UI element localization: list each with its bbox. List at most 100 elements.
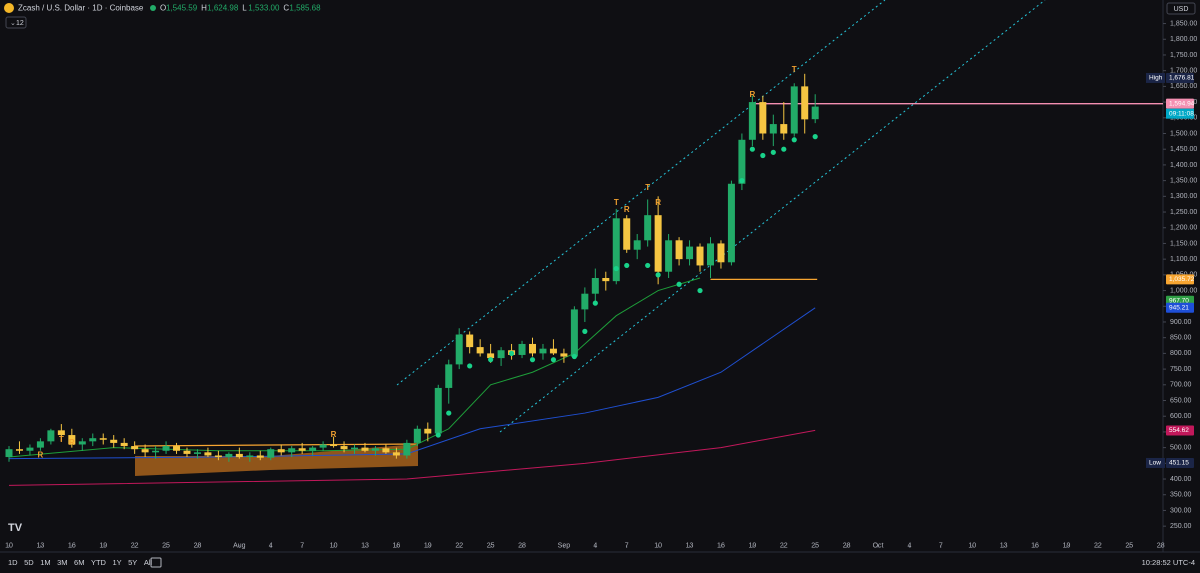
trend-dot [446, 410, 452, 416]
range-button[interactable]: YTD [91, 558, 107, 567]
candle-body [591, 277, 599, 294]
candle-body [225, 453, 233, 458]
y-tick-label: 1,100.00 [1170, 256, 1197, 263]
candle-body [644, 215, 652, 241]
axis-tag-box [1146, 72, 1165, 83]
range-button[interactable]: 5Y [128, 558, 137, 567]
candle-body [99, 438, 107, 440]
logo: TV [8, 522, 23, 534]
candle-body [68, 435, 76, 445]
y-tick-label: 400.00 [1170, 476, 1192, 483]
x-tick-label: 19 [1063, 542, 1071, 549]
y-tick-label: 300.00 [1170, 507, 1192, 514]
ohlc-value: 1,545.59 [166, 4, 198, 13]
status-dot [150, 5, 156, 11]
candle-body [424, 428, 432, 434]
y-tick-label: 1,000.00 [1170, 287, 1197, 294]
candle-body [309, 447, 317, 451]
x-tick-label: 25 [1125, 542, 1133, 549]
axis-label: 1,594.94 [1169, 100, 1195, 107]
candle-body [497, 350, 505, 359]
candle-body [319, 444, 327, 448]
axis-tag: High [1149, 75, 1163, 82]
x-tick-label: 13 [37, 542, 45, 549]
candle-body [748, 102, 756, 140]
countdown: 09:11:08 [1169, 110, 1194, 117]
ohlc-key: H [201, 4, 207, 13]
candle-body [790, 86, 798, 134]
candle-body [120, 442, 128, 447]
x-tick-label: 25 [487, 542, 495, 549]
axis-label: 967.70 [1169, 297, 1189, 304]
candle-body [15, 449, 23, 451]
candle-body [351, 447, 359, 450]
candle-body [696, 246, 704, 266]
range-button[interactable]: 1M [40, 558, 50, 567]
trend-dot [613, 265, 619, 272]
range-button[interactable]: 1Y [112, 558, 121, 567]
trend-dot [645, 262, 651, 269]
y-tick-label: 1,250.00 [1170, 209, 1197, 216]
range-button[interactable]: 3M [57, 558, 67, 567]
candle-body [455, 334, 463, 365]
pattern-zone [270, 444, 418, 470]
candle-body [675, 240, 683, 260]
ohlc-value: 1,624.98 [207, 4, 239, 13]
range-button[interactable]: 5D [24, 558, 34, 567]
candle-body [57, 430, 65, 436]
candle-body [717, 243, 725, 263]
ohlc-value: 1,533.00 [248, 4, 280, 13]
x-tick-label: 22 [780, 542, 788, 549]
x-tick-label: 22 [455, 542, 463, 549]
axis-label-box [1166, 274, 1194, 285]
candle-body [371, 448, 379, 451]
candle-body [706, 243, 714, 266]
y-tick-label: 650.00 [1170, 397, 1192, 404]
x-tick-label: 7 [300, 542, 304, 549]
candle-body [529, 343, 537, 354]
axis-label: 1,676.81 [1169, 75, 1195, 82]
x-tick-label: 13 [1000, 542, 1008, 549]
signal-label: T [792, 65, 797, 74]
x-tick-label: 25 [162, 542, 170, 549]
currency-box[interactable] [1166, 2, 1196, 15]
x-tick-label: 25 [811, 542, 819, 549]
x-tick-label: 7 [939, 542, 943, 549]
badge-box[interactable] [5, 16, 27, 29]
ohlc-key: L [242, 4, 247, 13]
signal-label: R [331, 430, 337, 439]
candle-body [193, 452, 201, 454]
candle-body [235, 453, 243, 458]
candle-body [518, 343, 526, 355]
channel-upper [396, 0, 886, 386]
range-button[interactable]: 1D [8, 558, 18, 567]
candle-body [686, 246, 694, 260]
trend-dot [508, 350, 515, 356]
trend-dot [488, 357, 494, 363]
x-tick-label: 22 [1094, 542, 1102, 549]
range-button[interactable]: 6M [74, 558, 84, 567]
y-tick-label: 1,500.00 [1170, 130, 1197, 137]
trend-dot [582, 328, 588, 334]
trend-dot [812, 134, 818, 140]
x-tick-label: Aug [233, 542, 246, 549]
candle-body [633, 240, 641, 250]
candle-body [330, 444, 338, 447]
candle-body [173, 446, 181, 451]
ohlc-key: C [283, 4, 289, 13]
candle-body [110, 439, 118, 443]
y-tick-label: 700.00 [1170, 382, 1192, 389]
y-tick-label: 350.00 [1170, 492, 1192, 499]
badge-chevron: ⌄ [10, 20, 16, 27]
range-button[interactable]: All [144, 558, 153, 567]
x-tick-label: 16 [717, 542, 725, 549]
candle-body [36, 441, 44, 448]
axis-label-box [1166, 98, 1194, 109]
date-range-icon[interactable] [150, 557, 162, 568]
channel-lower [499, 0, 1046, 433]
x-tick-label: 28 [518, 542, 526, 549]
y-tick-label: 750.00 [1170, 366, 1192, 373]
y-tick-label: 1,200.00 [1170, 225, 1197, 232]
